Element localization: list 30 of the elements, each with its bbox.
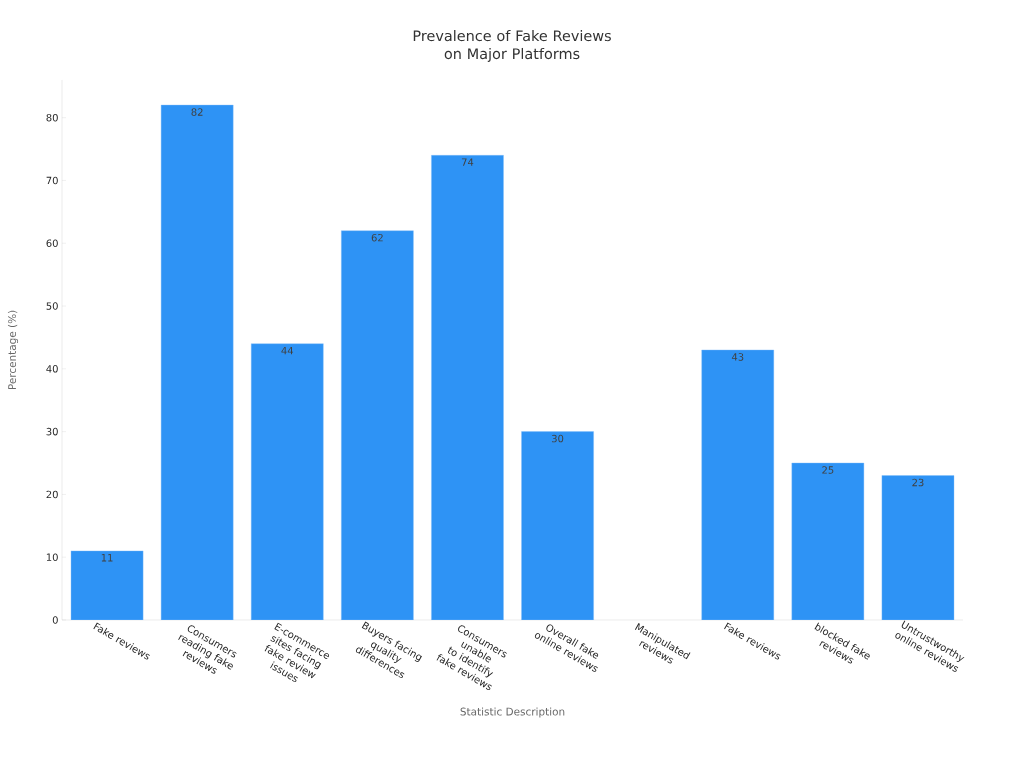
y-tick-label: 30 (46, 427, 58, 436)
data-label: 23 (912, 478, 924, 487)
data-label: 11 (101, 554, 113, 562)
data-label: 30 (551, 434, 564, 443)
y-tick-label: 20 (46, 490, 58, 499)
y-tick-label: 80 (46, 113, 58, 122)
y-tick-label: 10 (46, 553, 58, 561)
data-label: 82 (191, 108, 203, 116)
bar (341, 230, 414, 620)
data-label: 25 (822, 466, 834, 474)
bar (701, 349, 774, 620)
y-tick-label: 40 (46, 365, 58, 373)
y-tick-label: 0 (52, 616, 58, 624)
data-label: 74 (461, 158, 474, 166)
bar (160, 104, 234, 620)
x-axis-title: Statistic Description (460, 707, 565, 718)
data-label: 44 (281, 346, 294, 355)
bar (70, 550, 144, 620)
y-tick-label: 60 (46, 239, 58, 248)
bar (881, 475, 955, 620)
y-tick-label: 70 (46, 176, 58, 185)
bar (521, 431, 594, 620)
data-label: 43 (731, 353, 744, 361)
chart-title: Prevalence of Fake Reviews on Major Platforms (413, 30, 611, 62)
bar (791, 462, 865, 620)
bar (251, 343, 324, 620)
y-tick-label: 50 (46, 302, 58, 310)
bar (431, 155, 504, 620)
data-label: 62 (371, 233, 383, 242)
y-axis-title: Percentage (%) (7, 310, 19, 390)
